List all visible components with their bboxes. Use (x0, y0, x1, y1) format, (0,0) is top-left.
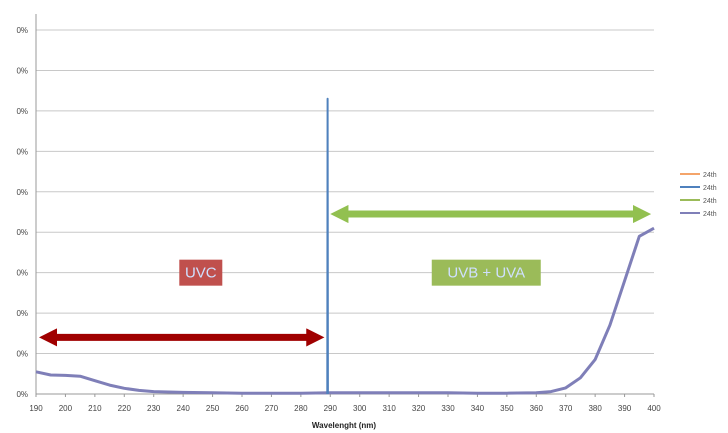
series-line (326, 97, 329, 395)
x-tick-label: 340 (471, 404, 485, 413)
y-tick-label: 0% (16, 107, 28, 116)
legend-label: 24th (703, 185, 717, 192)
x-tick-labels: 190 200 210 220 230 240 250 260 270 280 290 300 310 3… (29, 404, 661, 413)
y-tick-label: 0% (16, 228, 28, 237)
y-tick-label: 0% (16, 26, 28, 35)
region-label-text: UVC (185, 265, 217, 282)
region-arrows (38, 204, 652, 347)
x-tick-label: 390 (618, 404, 632, 413)
x-tick-label: 250 (206, 404, 220, 413)
x-tick-label: 350 (500, 404, 514, 413)
y-tick-label: 0% (16, 350, 28, 359)
x-tick-label: 330 (441, 404, 455, 413)
y-tick-label: 0% (16, 390, 28, 399)
x-tick-label: 240 (176, 404, 190, 413)
legend-label: 24th (703, 172, 717, 179)
y-tick-label: 0% (16, 309, 28, 318)
x-tick-label: 190 (29, 404, 43, 413)
y-tick-label: 0% (16, 66, 28, 75)
x-tick-label: 280 (294, 404, 308, 413)
x-tick-label: 220 (118, 404, 132, 413)
y-tick-label: 0% (16, 269, 28, 278)
x-tick-label: 360 (530, 404, 544, 413)
region-label-text: UVB + UVA (447, 265, 525, 282)
legend-label: 24th (703, 211, 717, 218)
x-tick-label: 290 (324, 404, 338, 413)
y-tick-labels: 0% 0% 0% 0% 0% 0% 0% 0% 0% 0% (16, 26, 28, 399)
x-tick-label: 210 (88, 404, 102, 413)
region-labels: UVC UVB + UVA (179, 259, 541, 286)
x-tick-label: 400 (647, 404, 661, 413)
region-label-box (179, 259, 223, 286)
x-tick-label: 310 (382, 404, 396, 413)
x-tick-label: 270 (265, 404, 279, 413)
x-tick-label: 230 (147, 404, 161, 413)
region-label-box (431, 259, 541, 286)
legend: 24th 24th 24th 24th (680, 172, 717, 218)
x-tick-label: 370 (559, 404, 573, 413)
y-tick-label: 0% (16, 147, 28, 156)
series-lines (35, 97, 655, 395)
x-tick-label: 200 (59, 404, 73, 413)
series-line (35, 226, 655, 395)
x-tick-label: 320 (412, 404, 426, 413)
x-tick-label: 260 (235, 404, 249, 413)
legend-label: 24th (703, 198, 717, 205)
x-tick-label: 380 (588, 404, 602, 413)
x-axis-label: Wavelenght (nm) (312, 421, 376, 430)
gridlines (36, 29, 654, 355)
x-tick-label: 300 (353, 404, 367, 413)
y-tick-label: 0% (16, 188, 28, 197)
